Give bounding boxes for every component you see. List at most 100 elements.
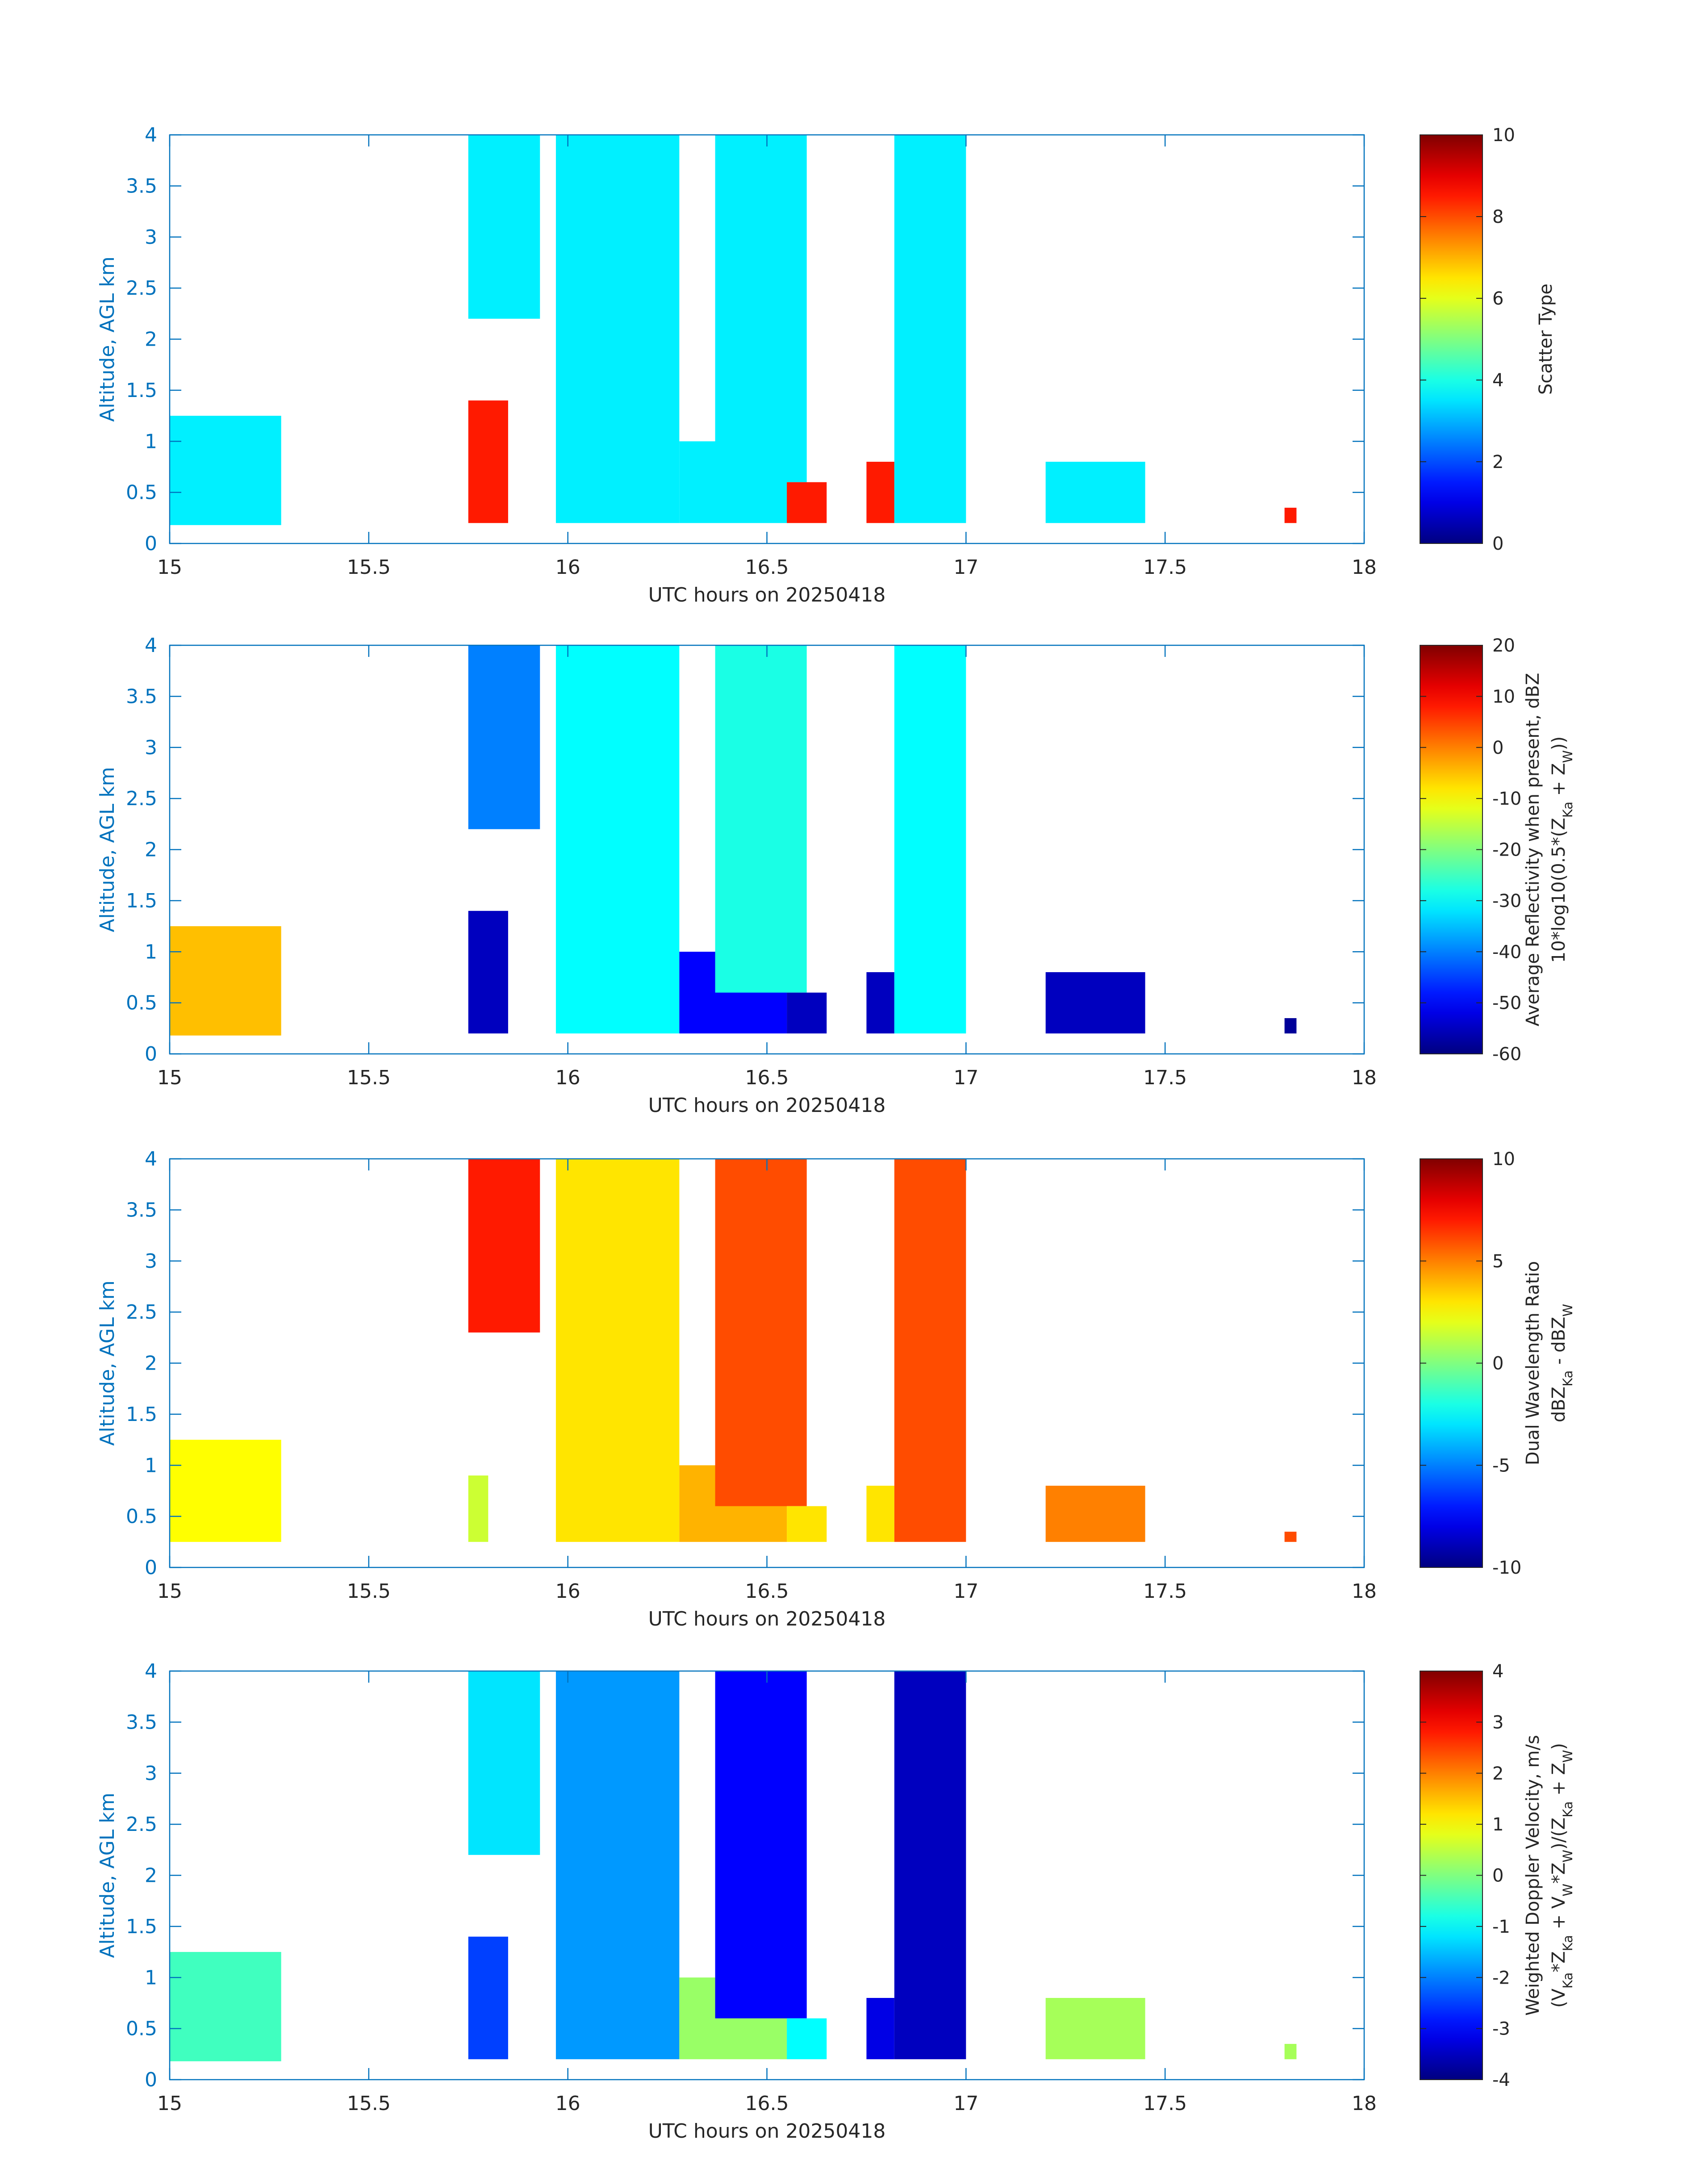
y-tick-label: 2 bbox=[145, 328, 157, 351]
colorbar-tick-label: 4 bbox=[1492, 370, 1503, 391]
heatmap-region-10 bbox=[1045, 1486, 1145, 1542]
y-tick-label: 3 bbox=[145, 1762, 157, 1785]
heatmap-region-2 bbox=[468, 911, 508, 1034]
y-tick-label: 3.5 bbox=[126, 685, 157, 708]
y-tick-label: 2.5 bbox=[126, 787, 157, 810]
x-tick-label: 16 bbox=[555, 1580, 580, 1603]
y-axis-label: Altitude, AGL km bbox=[96, 1793, 119, 1958]
x-tick-label: 16 bbox=[555, 2092, 580, 2115]
colorbar-tick-label: -50 bbox=[1492, 993, 1521, 1014]
heatmap-region-11 bbox=[1284, 1531, 1297, 1542]
heatmap-cells bbox=[170, 645, 1297, 1036]
colorbar-tick-label: 3 bbox=[1492, 1712, 1503, 1733]
x-tick-label: 15 bbox=[157, 1066, 182, 1089]
y-tick-label: 0 bbox=[145, 1556, 157, 1579]
colorbar-tick-label: 20 bbox=[1492, 635, 1515, 656]
x-tick-label: 15 bbox=[157, 1580, 182, 1603]
colorbar-tick-label: 10 bbox=[1492, 1149, 1515, 1170]
y-tick-label: 1.5 bbox=[126, 1403, 157, 1426]
y-tick-label: 3.5 bbox=[126, 1199, 157, 1221]
colorbar-label: dBZKa - dBZW bbox=[1549, 1304, 1575, 1422]
heatmap-region-1 bbox=[170, 1952, 281, 2061]
x-tick-label: 18 bbox=[1352, 1580, 1377, 1603]
colorbar-tick-label: -3 bbox=[1492, 2019, 1510, 2039]
colorbar-tick-label: 5 bbox=[1492, 1251, 1503, 1272]
heatmap-region-3 bbox=[468, 135, 540, 319]
y-tick-label: 0.5 bbox=[126, 2018, 157, 2040]
colorbar: -60 -50 -40 -30 -20 -10 0 10 20 Average Reflectiv… bbox=[1420, 635, 1575, 1065]
y-tick-label: 1.5 bbox=[126, 379, 157, 402]
heatmap-region-7 bbox=[787, 1506, 827, 1542]
heatmap-region-9 bbox=[894, 645, 966, 1034]
colorbar-tick-label: 10 bbox=[1492, 125, 1515, 146]
y-tick-label: 1 bbox=[145, 430, 157, 453]
colorbar-tick-label: -40 bbox=[1492, 942, 1521, 962]
x-tick-label: 15.5 bbox=[347, 2092, 391, 2115]
heatmap-cells bbox=[170, 1671, 1297, 2061]
colorbar-label: 10*log10(0.5*(ZKa + ZW)) bbox=[1549, 736, 1575, 963]
panel-4: 15 15.5 16 16.5 17 17.5 18 0 0.5 1 1.5 2 2.5 3 3.5 4 UTC… bbox=[96, 1660, 1575, 2143]
colorbar-tick-label: 10 bbox=[1492, 686, 1515, 707]
heatmap-region-4 bbox=[555, 645, 680, 1034]
heatmap-region-6 bbox=[715, 135, 807, 482]
heatmap-region-1 bbox=[170, 1440, 281, 1542]
heatmap-region-10 bbox=[1045, 1998, 1145, 2060]
colorbar-tick-label: -10 bbox=[1492, 789, 1521, 809]
heatmap-region-7 bbox=[787, 2018, 827, 2060]
x-tick-label: 15.5 bbox=[347, 1066, 391, 1089]
x-tick-label: 16.5 bbox=[745, 556, 789, 579]
heatmap-region-9 bbox=[894, 1671, 966, 2060]
heatmap-region-11 bbox=[1284, 2043, 1297, 2060]
colorbar: -4 -3 -2 -1 0 1 2 3 4 Weighted Doppler Velocity, … bbox=[1420, 1661, 1575, 2090]
x-tick-label: 18 bbox=[1352, 556, 1377, 579]
panel-3: 15 15.5 16 16.5 17 17.5 18 0 0.5 1 1.5 2 2.5 3 3.5 4 UTC… bbox=[96, 1148, 1575, 1630]
y-tick-label: 1 bbox=[145, 1454, 157, 1477]
panel-2: 15 15.5 16 16.5 17 17.5 18 0 0.5 1 1.5 2 2.5 3 3.5 4 UTC… bbox=[96, 634, 1575, 1117]
y-tick-label: 4 bbox=[145, 634, 157, 657]
x-tick-label: 16 bbox=[555, 1066, 580, 1089]
heatmap-region-8 bbox=[866, 1998, 894, 2060]
colorbar-tick-label: 0 bbox=[1492, 1866, 1503, 1886]
x-tick-label: 15 bbox=[157, 556, 182, 579]
heatmap-region-11 bbox=[1284, 507, 1297, 523]
y-tick-label: 0 bbox=[145, 1043, 157, 1066]
heatmap-region-3 bbox=[468, 645, 540, 829]
colorbar-tick-label: -10 bbox=[1492, 1558, 1521, 1578]
y-tick-label: 1 bbox=[145, 940, 157, 963]
y-tick-label: 3 bbox=[145, 1250, 157, 1273]
panel-1: 15 15.5 16 16.5 17 17.5 18 0 0.5 1 1.5 2 2.5 3 3.5 4 UTC… bbox=[96, 124, 1556, 606]
colorbar-label: Dual Wavelength Ratio bbox=[1523, 1261, 1543, 1465]
heatmap-cells bbox=[170, 135, 1297, 525]
x-tick-label: 17.5 bbox=[1143, 1066, 1187, 1089]
heatmap-region-3 bbox=[468, 1671, 540, 1855]
heatmap-region-11 bbox=[1284, 1018, 1297, 1034]
colorbar-tick-label: 2 bbox=[1492, 452, 1503, 472]
y-tick-label: 1.5 bbox=[126, 1915, 157, 1938]
x-tick-label: 16.5 bbox=[745, 1066, 789, 1089]
y-tick-label: 0.5 bbox=[126, 992, 157, 1015]
y-tick-label: 4 bbox=[145, 1148, 157, 1170]
y-tick-label: 0.5 bbox=[126, 481, 157, 504]
heatmap-region-3 bbox=[468, 1159, 540, 1333]
x-tick-label: 17.5 bbox=[1143, 1580, 1187, 1603]
colorbar-tick-label: 4 bbox=[1492, 1661, 1503, 1682]
colorbar-tick-label: -5 bbox=[1492, 1455, 1510, 1476]
heatmap-region-6 bbox=[715, 645, 807, 993]
x-tick-label: 18 bbox=[1352, 1066, 1377, 1089]
x-tick-label: 17.5 bbox=[1143, 556, 1187, 579]
y-tick-label: 3 bbox=[145, 736, 157, 759]
y-tick-label: 2.5 bbox=[126, 277, 157, 300]
heatmap-region-10 bbox=[1045, 972, 1145, 1034]
x-tick-label: 15.5 bbox=[347, 556, 391, 579]
x-tick-label: 16 bbox=[555, 556, 580, 579]
heatmap-region-8 bbox=[866, 972, 894, 1034]
x-tick-label: 15 bbox=[157, 2092, 182, 2115]
colorbar-tick-label: -4 bbox=[1492, 2070, 1510, 2090]
x-tick-label: 17 bbox=[953, 2092, 978, 2115]
y-tick-label: 0 bbox=[145, 532, 157, 555]
y-axis-label: Altitude, AGL km bbox=[96, 767, 119, 932]
x-tick-label: 15.5 bbox=[347, 1580, 391, 1603]
y-tick-label: 2.5 bbox=[126, 1301, 157, 1324]
colorbar: -10 -5 0 5 10 Dual Wavelength Ratio dBZKa - dB… bbox=[1420, 1149, 1575, 1578]
colorbar-label: Scatter Type bbox=[1536, 284, 1556, 395]
